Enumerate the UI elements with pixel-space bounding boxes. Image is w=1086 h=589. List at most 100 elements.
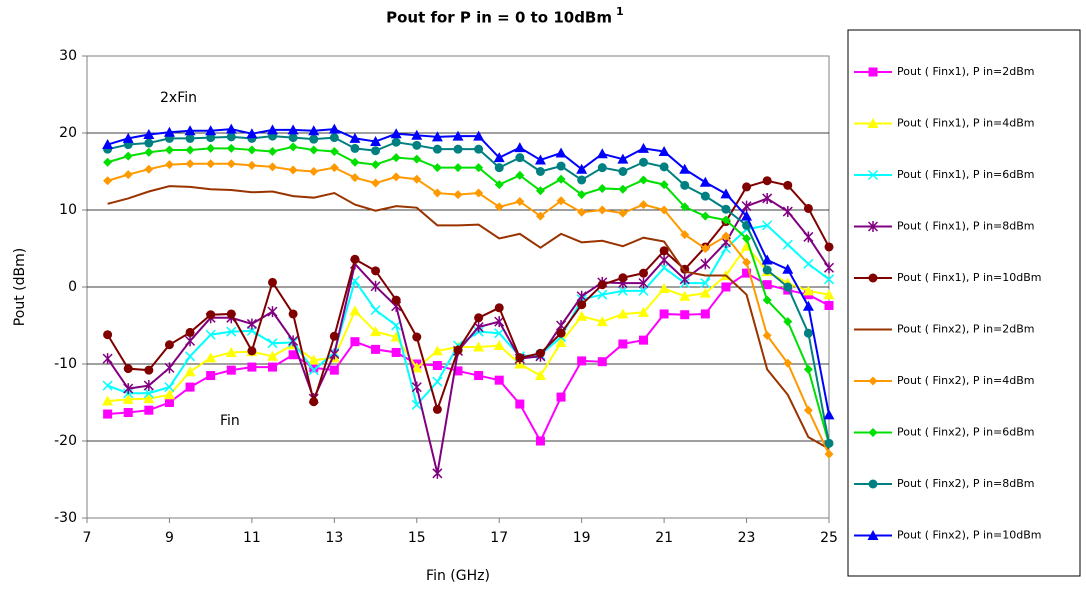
point [288, 350, 298, 360]
point [782, 239, 793, 250]
point [802, 285, 814, 296]
x-tick-label: 19 [573, 530, 591, 546]
legend-marker [868, 273, 878, 283]
chart-title: Pout for P in = 0 to 10dBm [386, 9, 612, 27]
point [102, 139, 114, 150]
point [618, 273, 628, 283]
point [143, 380, 154, 392]
point [246, 128, 258, 139]
point [742, 233, 752, 243]
point [225, 346, 237, 357]
point [309, 145, 319, 155]
point [247, 160, 257, 170]
point [164, 362, 175, 374]
point [391, 137, 401, 147]
point [412, 332, 422, 342]
point [453, 163, 463, 173]
point [432, 188, 442, 198]
point [782, 206, 793, 218]
point [824, 449, 834, 459]
point [741, 210, 753, 221]
point [329, 163, 339, 173]
point [412, 174, 422, 184]
point [597, 280, 607, 290]
point [762, 331, 772, 341]
point [144, 405, 154, 415]
point [206, 371, 216, 381]
legend-marker [867, 221, 879, 232]
y-tick-label: 0 [68, 279, 77, 295]
point [371, 146, 381, 156]
point [288, 309, 298, 319]
point [144, 365, 154, 375]
point [638, 306, 649, 317]
point [700, 258, 711, 270]
point [680, 310, 690, 320]
point [391, 172, 401, 182]
point [390, 128, 402, 139]
point [803, 258, 814, 269]
point [474, 371, 484, 381]
point [535, 436, 545, 446]
point [824, 242, 834, 252]
point [412, 154, 422, 164]
point [721, 231, 731, 241]
point [535, 167, 545, 176]
x-axis-label: Fin (GHz) [426, 568, 490, 584]
point [453, 144, 463, 154]
point [206, 133, 216, 143]
legend-label: Pout ( Finx2), P in=4dBm [897, 374, 1035, 387]
point [309, 134, 319, 144]
point [288, 142, 298, 152]
point [597, 163, 607, 173]
x-tick-label: 13 [325, 530, 343, 546]
point [268, 277, 277, 287]
point [164, 340, 174, 350]
point [102, 353, 113, 365]
point [288, 133, 298, 143]
point [474, 313, 484, 323]
legend-marker [867, 530, 879, 540]
point [742, 257, 752, 267]
point [205, 125, 217, 136]
point [103, 176, 113, 186]
point [721, 215, 731, 225]
point [144, 164, 154, 174]
point [350, 337, 360, 347]
point [555, 147, 567, 158]
point [370, 135, 382, 146]
point [824, 438, 834, 448]
point [638, 277, 649, 289]
point [411, 381, 422, 393]
point [597, 183, 607, 193]
point [247, 145, 257, 155]
point [267, 350, 278, 361]
point [349, 305, 361, 316]
point [659, 254, 670, 266]
point [164, 160, 174, 170]
point [741, 200, 752, 212]
point [226, 365, 236, 375]
point [824, 300, 834, 310]
x-tick-label: 7 [83, 530, 92, 546]
series-line [107, 185, 830, 450]
point [123, 383, 134, 395]
point [350, 143, 360, 153]
point [268, 362, 277, 372]
legend-marker [868, 479, 878, 489]
point [370, 305, 381, 316]
annotation: Fin [220, 413, 240, 429]
point [823, 262, 835, 274]
point [762, 280, 772, 290]
point [494, 180, 504, 190]
point [597, 205, 607, 215]
x-tick-label: 15 [408, 530, 426, 546]
point [144, 147, 154, 157]
point [494, 163, 504, 173]
point [679, 273, 690, 285]
point [268, 162, 277, 172]
point [535, 211, 545, 221]
point [350, 173, 360, 183]
y-tick-label: -10 [54, 356, 77, 372]
y-tick-label: 30 [59, 48, 77, 64]
